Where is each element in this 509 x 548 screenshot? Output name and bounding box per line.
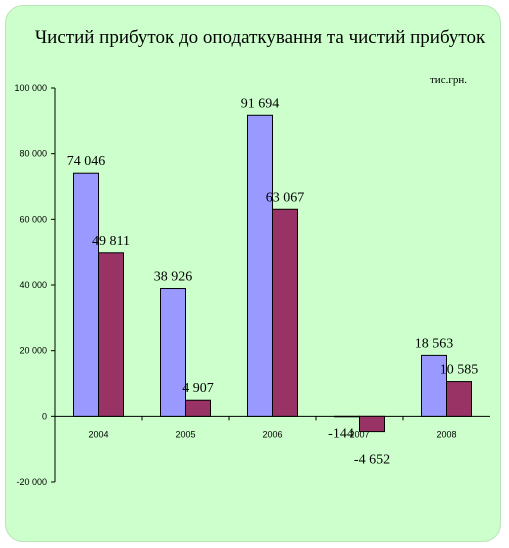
x-tick-label: 2007 — [349, 429, 369, 439]
chart-bars — [73, 114, 472, 433]
bar-series-2 — [272, 208, 298, 417]
data-label-series-2: 49 811 — [92, 234, 130, 249]
y-tick-label: 20 000 — [19, 346, 47, 356]
x-tick-label: 2008 — [436, 429, 456, 439]
chart-title: Чистий прибуток до оподаткування та чист… — [34, 27, 486, 48]
bar-series-1 — [247, 114, 273, 417]
y-tick-label: -20 000 — [16, 477, 47, 487]
data-label-series-1: 74 046 — [67, 154, 106, 169]
data-label-series-1: 91 694 — [241, 96, 280, 111]
data-label-series-1: -144 — [328, 426, 354, 441]
bar-series-2 — [185, 399, 211, 417]
bar-series-1 — [160, 288, 186, 417]
chart-labels: 74 046 38 926 91 694 -144 18 563 49 811 4 907 6… — [67, 96, 479, 467]
bar-series-1 — [421, 354, 447, 417]
y-tick-label: 100 000 — [14, 83, 47, 93]
data-label-series-1: 38 926 — [154, 270, 193, 285]
data-label-series-2: 4 907 — [182, 381, 214, 396]
data-label-series-1: 18 563 — [415, 336, 454, 351]
x-tick-label: 2005 — [175, 429, 195, 439]
y-tick-label: 40 000 — [19, 280, 47, 290]
data-label-series-2: 10 585 — [440, 363, 479, 378]
data-label-series-2: 63 067 — [266, 190, 305, 205]
bar-series-1 — [73, 172, 99, 417]
unit-label: тис.грн. — [430, 74, 467, 86]
y-tick-label: 80 000 — [19, 149, 47, 159]
chart-axes: 100 000 80 000 60 000 40 000 20 000 0 -20 000 2… — [14, 83, 490, 487]
data-label-series-2: -4 652 — [354, 453, 390, 468]
bar-series-2 — [98, 252, 124, 417]
y-tick-label: 60 000 — [19, 214, 47, 224]
bar-series-2 — [446, 381, 472, 417]
x-tick-label: 2004 — [88, 429, 108, 439]
bar-series-2 — [359, 415, 385, 433]
y-tick-label: 0 — [42, 411, 47, 421]
x-tick-label: 2006 — [262, 429, 282, 439]
